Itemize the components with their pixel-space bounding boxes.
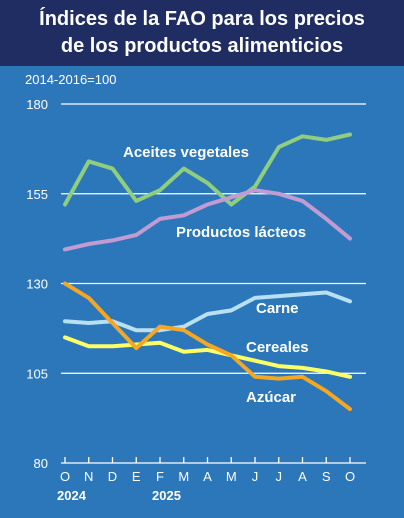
series-label: Productos lácteos — [176, 224, 306, 241]
series-line — [63, 290, 352, 333]
x-tick-label: A — [203, 469, 212, 484]
x-tick-label: A — [298, 469, 307, 484]
y-axis-units-label: 2014-2016=100 — [25, 72, 117, 87]
title-bar: Índices de la FAO para los precios de lo… — [0, 0, 404, 66]
x-tick-label: O — [345, 469, 355, 484]
year-label: 2025 — [152, 488, 181, 503]
year-label: 2024 — [57, 488, 87, 503]
x-tick-label: O — [60, 469, 70, 484]
x-tick-label: N — [84, 469, 93, 484]
x-tick-label: J — [276, 469, 283, 484]
series-label: Carne — [256, 300, 299, 317]
y-tick-label: 155 — [26, 187, 48, 202]
series-line — [63, 188, 352, 252]
x-tick-label: M — [178, 469, 189, 484]
x-tick-label: E — [132, 469, 141, 484]
x-tick-label: F — [156, 469, 164, 484]
series-label: Aceites vegetales — [123, 144, 249, 161]
y-tick-label: 105 — [26, 366, 48, 381]
series-label: Azúcar — [246, 389, 296, 406]
series-line — [63, 281, 352, 412]
y-tick-label: 130 — [26, 277, 48, 292]
x-tick-label: J — [252, 469, 259, 484]
y-tick-label: 180 — [26, 97, 48, 112]
series-label: Cereales — [246, 339, 309, 356]
series-line — [63, 132, 352, 207]
chart-title-line-2: de los productos alimenticios — [60, 35, 344, 57]
x-tick-label: S — [322, 469, 331, 484]
chart-title-line-1: Índices de la FAO para los precios — [39, 8, 365, 30]
y-tick-label: 80 — [34, 456, 48, 471]
series-line — [63, 335, 352, 379]
x-tick-label: M — [226, 469, 237, 484]
x-tick-label: D — [108, 469, 117, 484]
